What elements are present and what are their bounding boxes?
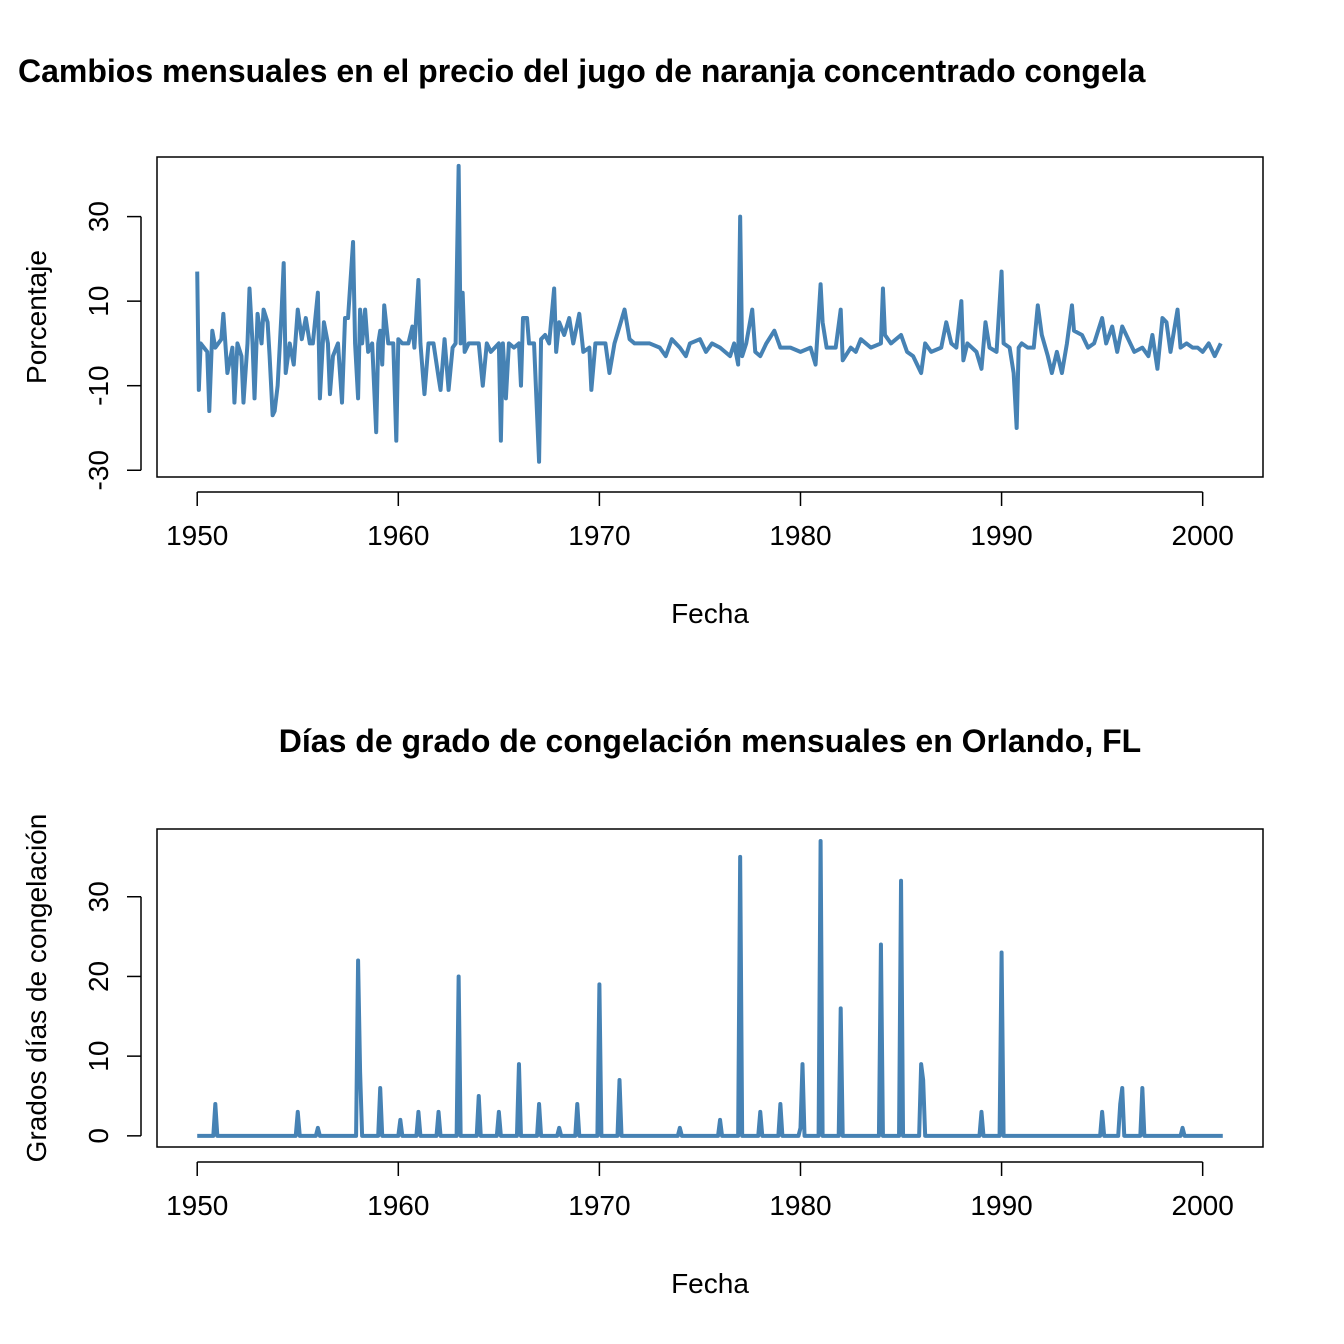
x-tick-label: 1980 (769, 1190, 831, 1221)
data-line (197, 838, 1223, 1138)
y-tick-label: -30 (83, 450, 114, 490)
y-tick-label: -10 (83, 365, 114, 405)
y-axis-label: Grados días de congelación (21, 814, 52, 1163)
x-tick-label: 2000 (1172, 1190, 1234, 1221)
x-tick-label: 1990 (970, 520, 1032, 551)
x-tick-label: 1960 (367, 1190, 429, 1221)
x-tick-label: 1950 (166, 520, 228, 551)
x-tick-label: 1950 (166, 1190, 228, 1221)
x-tick-label: 1970 (568, 1190, 630, 1221)
x-tick-label: 1980 (769, 520, 831, 551)
x-axis-label: Fecha (671, 1268, 749, 1299)
x-tick-label: 2000 (1172, 520, 1234, 551)
plot-frame (156, 156, 1264, 478)
x-tick-label: 1990 (970, 1190, 1032, 1221)
y-axis-label: Porcentaje (21, 250, 52, 384)
y-tick-label: 30 (83, 201, 114, 232)
data-line (195, 163, 1223, 464)
plot-frame (156, 828, 1264, 1148)
y-tick-label: 20 (83, 961, 114, 992)
y-tick-label: 10 (83, 1041, 114, 1072)
y-tick-label: 10 (83, 286, 114, 317)
x-tick-label: 1970 (568, 520, 630, 551)
chart-title: Días de grado de congelación mensuales e… (279, 723, 1141, 759)
y-tick-label: 0 (83, 1128, 114, 1144)
x-tick-label: 1960 (367, 520, 429, 551)
x-axis-label: Fecha (671, 598, 749, 629)
y-tick-label: 30 (83, 881, 114, 912)
chart-title: Cambios mensuales en el precio del jugo … (18, 53, 1146, 89)
